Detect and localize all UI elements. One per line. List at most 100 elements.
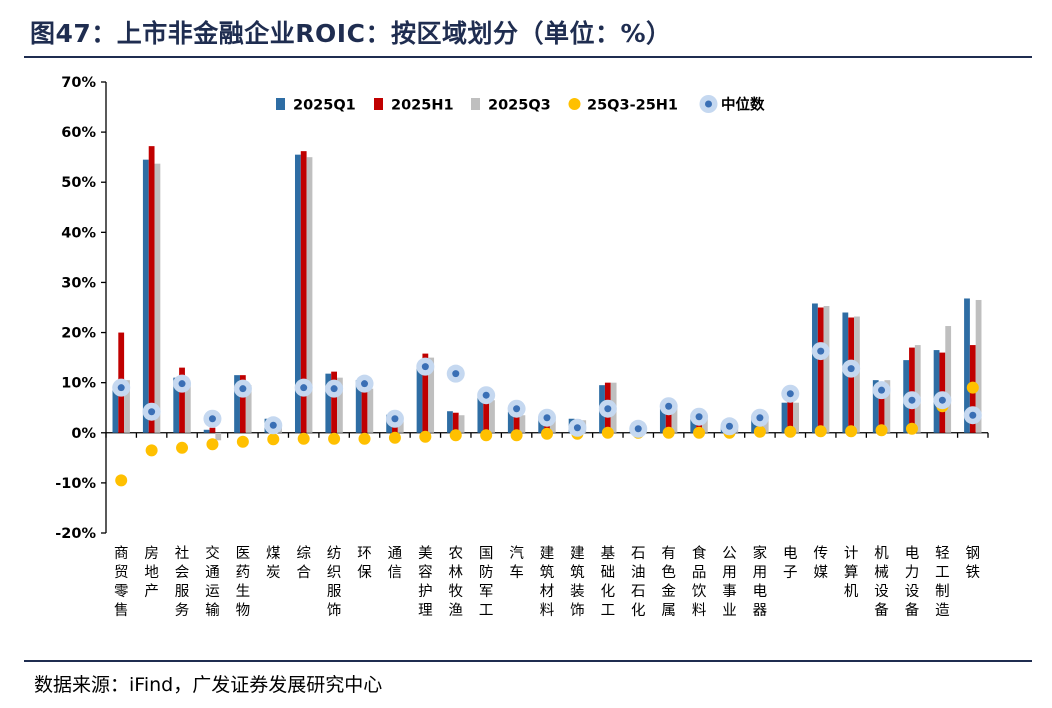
bar-2025q3	[914, 345, 921, 433]
legend-swatch	[471, 98, 480, 110]
y-tick-label: 20%	[61, 326, 96, 342]
category-label: 基础化工	[601, 545, 616, 619]
diff-point	[541, 427, 553, 440]
y-tick-label: 50%	[61, 175, 96, 191]
category-label: 有色金属	[661, 545, 676, 619]
bar-2025h1	[239, 375, 246, 433]
category-label: 交通运输	[205, 544, 220, 619]
bar-2025q3	[154, 163, 161, 433]
diff-point	[145, 444, 158, 457]
category-label: 钢铁	[966, 545, 981, 581]
category-label: 机械设备	[874, 545, 889, 619]
median-marker	[963, 406, 982, 425]
median-marker-dot	[725, 422, 733, 430]
median-marker-dot	[786, 390, 794, 398]
bar-2025q3	[671, 407, 678, 433]
category-label: 农林牧渔	[449, 545, 464, 619]
median-marker	[598, 399, 617, 418]
category-label: 轻工制造	[935, 545, 950, 619]
median-marker-dot	[847, 365, 855, 373]
legend-item: 中位数	[699, 95, 765, 114]
bar-2025h1	[817, 307, 824, 433]
bar-2025q3	[793, 402, 800, 433]
bar-2025h1	[665, 406, 672, 433]
diff-point	[845, 425, 858, 438]
bar-2025q1	[538, 416, 545, 433]
diff-point	[449, 429, 462, 442]
chart-title: 图47：上市非金融企业ROIC：按区域划分（单位：%）	[30, 19, 672, 48]
median-marker-dot	[604, 405, 612, 413]
median-marker-dot	[178, 380, 186, 388]
category-label: 公用事业	[722, 546, 737, 619]
bar-2025q3	[397, 421, 404, 433]
median-marker	[294, 378, 313, 397]
category-label: 建筑装饰	[570, 545, 585, 619]
source-rule	[24, 660, 1032, 662]
source-note: 数据来源：iFind，广发证券发展研究中心	[34, 674, 383, 696]
bar-2025h1	[300, 151, 307, 433]
legend-swatch	[276, 98, 285, 110]
bar-2025q1	[781, 402, 788, 433]
diff-point	[206, 438, 219, 451]
median-marker	[872, 381, 891, 400]
median-marker-dot	[269, 421, 277, 429]
median-marker	[203, 409, 222, 428]
bar-2025h1	[909, 347, 915, 433]
bar-2025h1	[452, 412, 459, 433]
median-marker	[233, 379, 252, 398]
bar-2025h1	[179, 367, 185, 433]
median-marker-dot	[695, 413, 703, 421]
category-label: 综合	[296, 545, 311, 581]
bar-2025q3	[975, 299, 982, 433]
bar-2025q1	[659, 408, 666, 433]
median-marker	[477, 386, 496, 405]
bar-2025q1	[507, 411, 514, 433]
bar-2025q1	[234, 375, 240, 433]
median-marker-dot	[573, 424, 581, 432]
chart-legend: 2025Q1 2025H1 2025Q3 25Q3-25H1 中位数	[276, 95, 765, 114]
bar-2025q3	[549, 418, 556, 433]
bar-2025q3	[215, 432, 222, 441]
diff-point	[115, 474, 128, 487]
diff-point	[966, 381, 979, 394]
category-label: 汽车	[509, 545, 524, 581]
bar-2025q1	[751, 417, 757, 433]
category-label: 煤炭	[266, 545, 281, 581]
bar-2025q1	[112, 390, 119, 433]
diff-point	[601, 426, 614, 439]
bar-2025q1	[142, 159, 149, 433]
diff-point	[267, 433, 280, 446]
category-label: 电子	[783, 545, 798, 581]
category-label: 通信	[388, 545, 403, 581]
diff-point	[328, 432, 341, 445]
median-marker-dot	[482, 391, 490, 399]
category-label: 社会服务	[175, 545, 190, 619]
category-label: 家用电器	[753, 545, 768, 619]
bar-2025h1	[361, 381, 368, 433]
bar-2025h1	[878, 382, 885, 433]
diff-point	[905, 422, 918, 435]
legend-item: 2025H1	[374, 98, 454, 114]
y-tick-label: -10%	[55, 476, 96, 492]
bar-2025q3	[428, 357, 435, 433]
bar-2025h1	[209, 427, 216, 433]
median-marker	[902, 391, 921, 410]
bar-2025q1	[325, 373, 332, 433]
legend-swatch	[374, 98, 383, 110]
bar-2025h1	[787, 401, 794, 433]
category-label: 环保	[357, 546, 372, 581]
median-marker	[142, 402, 161, 421]
legend-label: 中位数	[721, 96, 765, 114]
bar-2025h1	[483, 393, 490, 433]
median-marker	[355, 374, 374, 393]
bar-2025q3	[458, 415, 465, 433]
median-marker	[264, 416, 283, 435]
legend-label: 2025Q3	[488, 98, 551, 114]
median-marker	[781, 384, 800, 403]
category-label: 电力设备	[905, 545, 920, 619]
category-label: 建筑材料	[540, 545, 555, 619]
legend-swatch-dot	[705, 100, 712, 108]
median-marker-dot	[239, 385, 247, 393]
median-marker-dot	[665, 402, 673, 410]
legend-item: 2025Q1	[276, 98, 356, 114]
